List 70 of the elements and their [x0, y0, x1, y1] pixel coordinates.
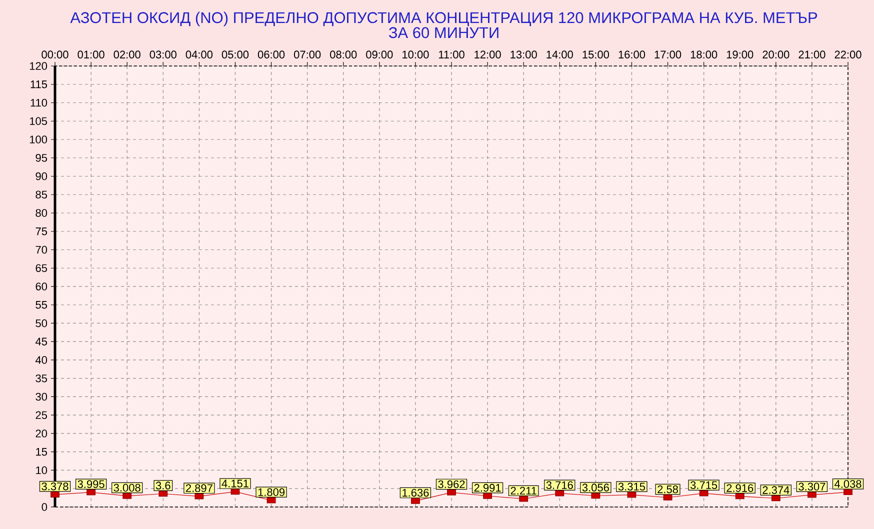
data-label: 2.374 [762, 486, 790, 494]
y-tick-label: 0 [42, 503, 48, 511]
x-tick-label: 13:00 [510, 50, 537, 58]
y-tick-label: 25 [36, 411, 48, 420]
x-tick-label: 01:00 [78, 50, 104, 58]
x-tick-label: 09:00 [366, 50, 393, 58]
y-tick-label: 100 [30, 136, 48, 144]
y-tick-label: 70 [36, 246, 48, 254]
x-tick-label: 19:00 [726, 50, 754, 58]
y-tick-label: 30 [36, 392, 48, 401]
chart-subtitle: ЗА 60 МИНУТИ [388, 27, 498, 38]
data-label: 3.716 [546, 481, 573, 490]
y-tick-label: 85 [36, 190, 48, 199]
y-tick-label: 65 [36, 264, 48, 272]
data-label: 1.636 [402, 488, 429, 497]
x-tick-label: 21:00 [798, 50, 826, 58]
x-tick-label: 03:00 [150, 50, 176, 58]
x-tick-label: 17:00 [654, 50, 682, 58]
data-label: 3.315 [618, 482, 646, 491]
data-label: 3.962 [438, 480, 465, 488]
x-tick-label: 22:00 [834, 50, 862, 58]
y-tick-label: 95 [36, 154, 48, 162]
x-tick-label: 14:00 [546, 50, 573, 58]
x-tick-label: 11:00 [438, 50, 464, 58]
y-tick-label: 35 [36, 374, 48, 382]
y-tick-label: 40 [35, 356, 48, 364]
data-label: 3.995 [78, 480, 104, 488]
y-tick-label: 105 [30, 117, 47, 126]
data-label: 2.916 [726, 484, 754, 492]
y-tick-label: 45 [35, 338, 48, 346]
y-tick-label: 15 [36, 448, 48, 456]
x-tick-label: 12:00 [474, 50, 501, 58]
y-tick-label: 10 [36, 466, 48, 474]
y-tick-label: 20 [36, 430, 48, 438]
y-tick-label: 60 [36, 282, 48, 290]
x-tick-label: 10:00 [402, 50, 429, 58]
x-tick-label: 08:00 [330, 50, 357, 58]
x-tick-label: 16:00 [618, 50, 646, 58]
data-label: 2.211 [510, 486, 536, 495]
x-tick-label: 00:00 [42, 50, 68, 58]
data-label: 3.6 [156, 482, 170, 490]
data-label: 1.809 [258, 488, 285, 496]
data-label: 2.897 [186, 484, 212, 492]
data-label: 4.151 [222, 480, 248, 488]
y-tick-label: 110 [30, 98, 48, 107]
y-tick-label: 120 [30, 62, 48, 70]
x-tick-label: 07:00 [294, 50, 321, 58]
y-tick-label: 55 [36, 301, 48, 309]
x-tick-label: 15:00 [582, 50, 610, 58]
x-tick-label: 02:00 [114, 50, 140, 58]
data-label: 2.991 [474, 484, 501, 492]
x-tick-label: 04:00 [186, 50, 213, 58]
data-label: 2.58 [658, 485, 678, 494]
y-tick-label: 75 [36, 228, 48, 236]
data-label: 4.038 [834, 480, 862, 488]
x-tick-label: 20:00 [762, 50, 790, 58]
y-tick-label: 90 [36, 172, 48, 180]
data-label: 3.715 [690, 481, 718, 490]
y-tick-label: 80 [36, 209, 48, 217]
x-tick-label: 18:00 [690, 50, 718, 58]
x-tick-label: 05:00 [222, 50, 249, 58]
data-label: 3.008 [114, 484, 140, 492]
data-label: 3.307 [798, 482, 826, 491]
y-tick-label: 115 [30, 80, 48, 88]
data-label: 3.378 [42, 482, 68, 490]
data-label: 3.056 [582, 484, 609, 492]
x-tick-label: 06:00 [258, 50, 285, 58]
chart-title: АЗОТЕН ОКСИД (NO) ПРЕДЕЛНО ДОПУСТИМА КОНЦЕНТРАЦИЯ 120 МИКРОГРАМА НА КУБ. МЕТЪР [70, 12, 818, 26]
y-tick-label: 50 [36, 319, 48, 328]
point [844, 489, 852, 496]
